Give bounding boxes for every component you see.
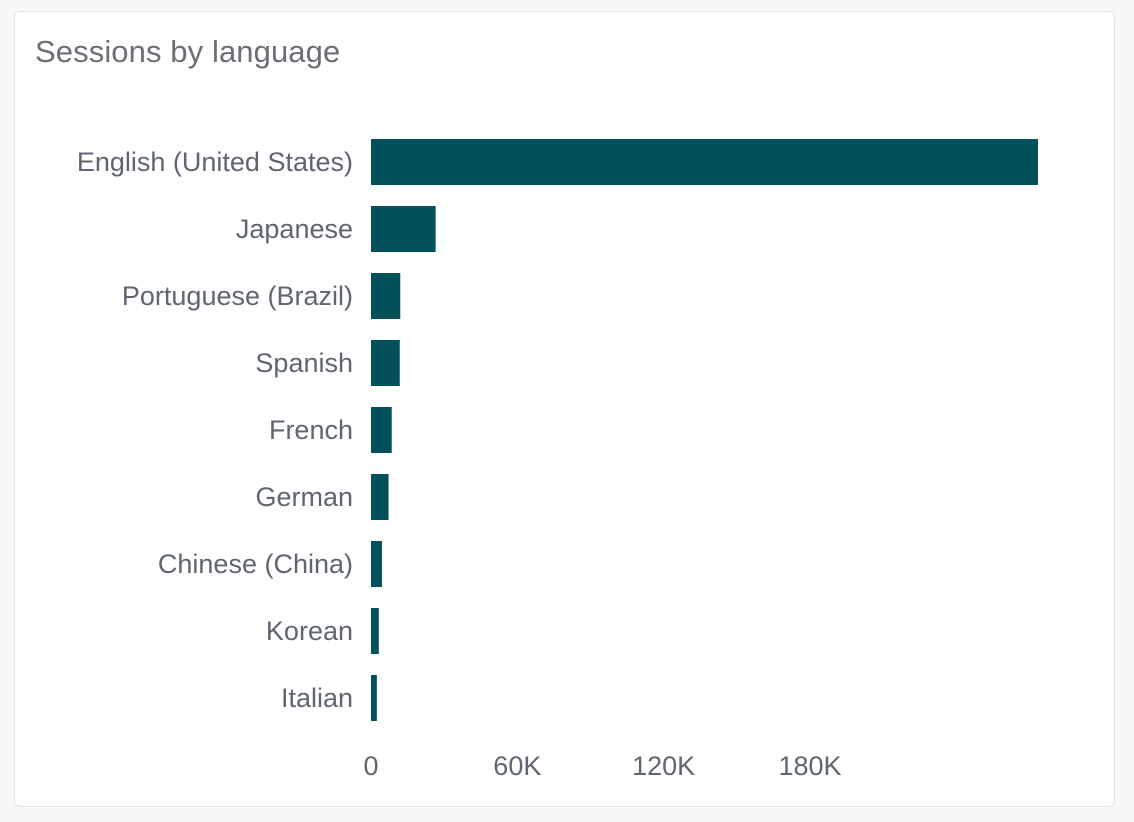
category-label: Portuguese (Brazil): [122, 281, 353, 311]
x-tick-label: 120K: [632, 751, 695, 781]
bar[interactable]: [371, 273, 401, 319]
category-label: Korean: [266, 616, 353, 646]
category-label: Spanish: [255, 348, 353, 378]
x-tick-label: 60K: [493, 751, 541, 781]
category-label: German: [255, 482, 353, 512]
bar[interactable]: [371, 407, 392, 453]
category-label: Chinese (China): [158, 549, 353, 579]
bar[interactable]: [371, 340, 400, 386]
card-title: Sessions by language: [35, 34, 341, 69]
bar[interactable]: [371, 139, 1038, 185]
category-label: Italian: [281, 683, 353, 713]
category-label: Japanese: [236, 214, 353, 244]
sessions-by-language-card: Sessions by language English (United Sta…: [14, 11, 1115, 807]
category-labels: English (United States) Japanese Portugues…: [77, 147, 353, 713]
bar[interactable]: [371, 608, 379, 654]
x-tick-label: 0: [363, 751, 378, 781]
sessions-bar-chart: English (United States) Japanese Portugues…: [77, 139, 1038, 781]
x-axis-ticks: 0 60K 120K 180K: [363, 751, 841, 781]
category-label: English (United States): [77, 147, 353, 177]
bar[interactable]: [371, 675, 377, 721]
bars-group: [371, 139, 1038, 721]
bar[interactable]: [371, 541, 382, 587]
bar[interactable]: [371, 206, 436, 252]
x-tick-label: 180K: [778, 751, 841, 781]
bar[interactable]: [371, 474, 389, 520]
category-label: French: [269, 415, 353, 445]
